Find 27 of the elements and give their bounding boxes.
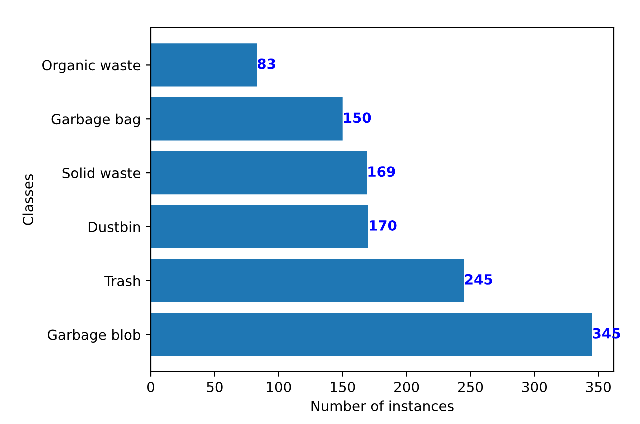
y-axis-title: Classes [22, 174, 34, 226]
x-tick-label: 100 [267, 382, 292, 392]
bar [151, 151, 368, 195]
x-tick-label: 200 [394, 382, 420, 392]
bar [151, 205, 368, 249]
x-tick-label: 50 [207, 382, 223, 392]
data-label: 245 [465, 274, 492, 285]
bar [151, 98, 343, 141]
x-tick-label: 250 [458, 382, 484, 392]
y-tick-label: Trash [104, 276, 140, 286]
y-tick-label: Organic waste [42, 60, 141, 74]
data-label: 150 [344, 112, 372, 124]
x-tick-label: 300 [522, 382, 548, 392]
y-tick-label: Dustbin [88, 222, 140, 232]
x-axis-title: Number of instances [312, 400, 454, 412]
bar [151, 313, 592, 356]
x-tick-label: 0 [147, 382, 154, 392]
data-label: 169 [368, 166, 396, 178]
bar [151, 44, 258, 87]
data-label: 170 [370, 220, 397, 231]
y-tick-label: Solid waste [62, 168, 141, 179]
y-tick-label: Garbage bag [52, 114, 140, 128]
x-tick-label: 350 [586, 382, 611, 392]
x-tick-label: 150 [331, 382, 356, 392]
y-tick-label: Garbage blob [48, 330, 141, 343]
data-label: 83 [258, 58, 276, 70]
bar [151, 259, 464, 302]
